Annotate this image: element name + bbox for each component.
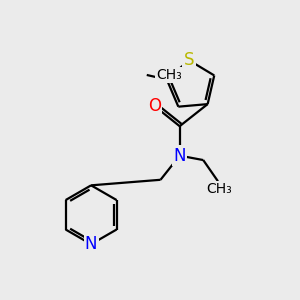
Text: CH₃: CH₃ xyxy=(206,182,232,196)
Text: O: O xyxy=(148,97,161,115)
Text: N: N xyxy=(173,147,186,165)
Text: S: S xyxy=(184,51,194,69)
Text: N: N xyxy=(85,235,98,253)
Text: CH₃: CH₃ xyxy=(156,68,182,82)
